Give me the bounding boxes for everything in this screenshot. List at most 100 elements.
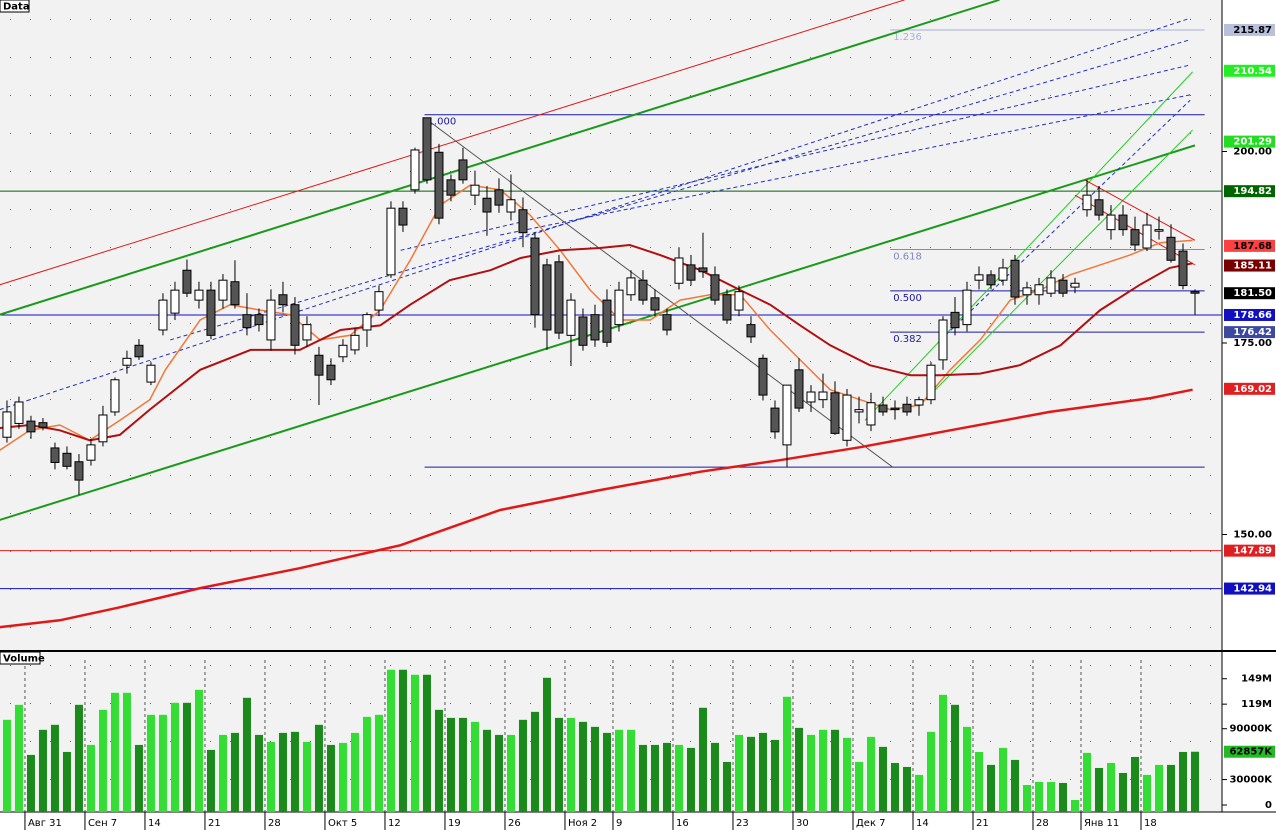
candle-body — [1178, 250, 1188, 287]
candle-body — [1034, 284, 1044, 296]
y-tick-label: 175.00 — [1233, 338, 1272, 349]
x-tick-label: 28 — [1036, 818, 1049, 829]
candle-body — [110, 379, 120, 413]
candle-body — [122, 357, 132, 366]
trend-line — [500, 94, 1191, 236]
volume-bar — [902, 766, 911, 812]
volume-bar — [206, 749, 215, 812]
x-tick-label: 9 — [616, 818, 622, 829]
candle-body — [482, 197, 492, 213]
volume-bar — [1046, 781, 1055, 812]
level-label-box — [1224, 382, 1275, 395]
volume-tick-label: 30000K — [1229, 775, 1273, 786]
volume-bar — [974, 751, 983, 812]
candle-body — [2, 411, 12, 438]
volume-bar — [1130, 756, 1139, 812]
volume-bar — [122, 692, 131, 812]
candle-body — [1106, 214, 1116, 231]
volume-bar — [938, 694, 947, 812]
volume-bar — [1082, 752, 1091, 812]
volume-bar — [818, 729, 827, 812]
candle-body — [410, 149, 420, 191]
trend-line — [0, 17, 1191, 411]
volume-bar — [194, 689, 203, 812]
candle-body — [770, 407, 780, 433]
candle-body — [890, 407, 900, 411]
candle-body — [830, 392, 840, 434]
candle-body — [746, 324, 756, 338]
x-tick-label: 19 — [448, 818, 461, 829]
volume-bar — [830, 729, 839, 812]
fib-label: 1.000 — [428, 117, 457, 128]
volume-bar — [110, 692, 119, 812]
candle-body — [590, 314, 600, 341]
fib-label: 0.618 — [893, 252, 922, 263]
volume-bar — [866, 736, 875, 812]
x-tick-label: 21 — [976, 818, 989, 829]
trend-line — [864, 71, 1193, 421]
level-label-box — [1224, 308, 1275, 321]
level-label-box — [1224, 64, 1275, 77]
candle-body — [566, 299, 576, 336]
volume-bar — [338, 742, 347, 812]
level-label-box — [1224, 287, 1275, 300]
volume-bar — [542, 677, 551, 812]
candle-body — [650, 297, 660, 311]
level-label: 142.94 — [1233, 584, 1272, 595]
volume-bar — [794, 727, 803, 812]
volume-bar — [230, 732, 239, 812]
candle-body — [206, 289, 216, 336]
candle-body — [914, 399, 924, 406]
candle-body — [302, 324, 312, 341]
candle-body — [434, 151, 444, 219]
x-tick-label: 21 — [208, 818, 221, 829]
volume-bar — [242, 697, 251, 812]
moving-average — [0, 388, 1193, 629]
axes: 200.00 175.00 150.00 149M 119M 90000K 30000K 0 А… — [24, 23, 1275, 830]
trend-line — [0, 0, 905, 286]
volume-bar — [590, 726, 599, 812]
volume-bar — [350, 732, 359, 812]
x-tick-label: 28 — [268, 818, 281, 829]
trend-line — [424, 117, 893, 468]
candle-body — [998, 267, 1008, 281]
candle-body — [146, 364, 156, 383]
level-label: 187.68 — [1233, 241, 1272, 252]
candle-body — [290, 304, 300, 346]
volume-bar — [14, 704, 23, 812]
panel-label: Volume — [3, 654, 45, 665]
volume-bar — [650, 744, 659, 812]
level-label-box — [1224, 259, 1275, 272]
level-label-box — [1224, 135, 1275, 148]
candle-body — [1070, 282, 1080, 288]
candle-body — [1058, 279, 1068, 294]
candle-body — [902, 403, 912, 413]
candle-body — [974, 274, 984, 281]
volume-bar — [518, 719, 527, 812]
panel-label-box — [0, 651, 41, 665]
level-label: 169.02 — [1233, 384, 1272, 395]
level-label-box — [1224, 23, 1275, 36]
candle-body — [782, 384, 792, 446]
x-tick-label: 16 — [676, 818, 689, 829]
volume-bar — [422, 674, 431, 812]
candle-body — [278, 294, 288, 306]
volume-bar — [686, 747, 695, 812]
y-tick-label: 200.00 — [1233, 147, 1272, 158]
x-tick-label: 14 — [916, 818, 929, 829]
volume-bar — [554, 717, 563, 812]
volume-bar — [602, 732, 611, 812]
volume-plot — [2, 660, 1199, 812]
candle-body — [1082, 194, 1092, 211]
volume-bar — [26, 754, 35, 812]
volume-bar — [1166, 764, 1175, 812]
candle-body — [1046, 277, 1056, 294]
volume-bar — [530, 711, 539, 812]
volume-bar — [86, 744, 95, 812]
volume-bar — [410, 674, 419, 812]
candle-body — [602, 299, 612, 343]
volume-bar — [290, 731, 299, 812]
x-tick-label: 30 — [796, 818, 809, 829]
candle-body — [986, 274, 996, 286]
